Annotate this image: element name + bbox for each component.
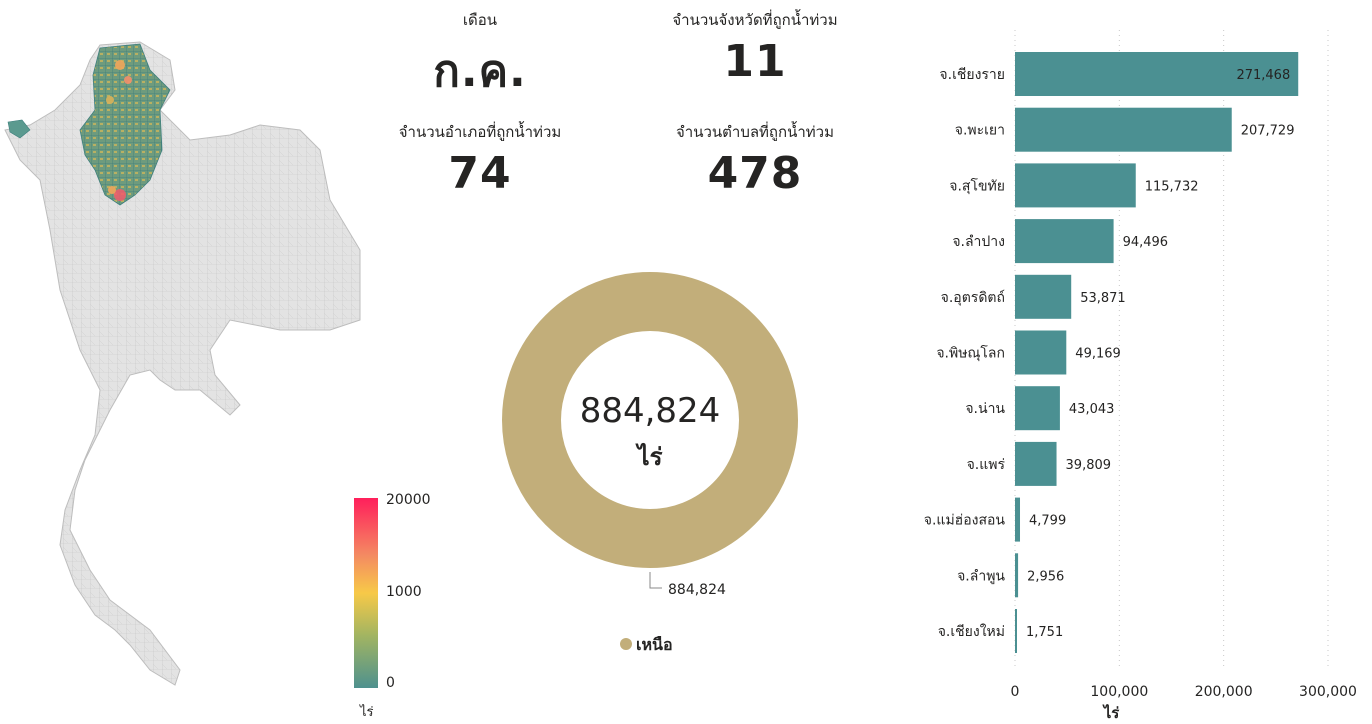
bar-value-label: 94,496 [1123,235,1169,250]
bar-value-label: 43,043 [1069,402,1115,417]
bar[interactable] [1015,52,1299,96]
kpi-provinces-value: 11 [723,36,787,87]
province-bar-chart[interactable]: จ.เชียงรายจ.พะเยาจ.สุโขทัยจ.ลำปางจ.อุตรด… [905,20,1365,720]
bar-value-label: 49,169 [1075,347,1121,362]
kpi-districts-value: 74 [448,148,512,199]
bar-x-tick: 100,000 [1090,684,1148,700]
slice-label-leader [649,572,662,589]
bar-category-label: จ.แม่ฮ่องสอน [924,513,1006,529]
donut-center-unit: ไร่ [635,442,663,471]
legend-marker-north [620,638,632,650]
bar[interactable] [1015,330,1067,375]
legend-label-north[interactable]: เหนือ [636,635,673,654]
thailand-flood-map[interactable] [0,30,370,690]
bar-category-label: จ.สุโขทัย [949,177,1005,194]
flooded-region-west [7,119,31,139]
bar-value-label: 115,732 [1145,179,1199,194]
bar-category-label: จ.เชียงใหม่ [938,623,1005,640]
bar-value-label: 2,956 [1027,569,1064,584]
kpi-month-label: เดือน [462,11,498,29]
flood-hotspot [115,60,125,70]
bar-category-label: จ.เชียงราย [939,67,1005,83]
donut-slice-label: 884,824 [668,582,726,598]
bar-x-tick: 200,000 [1195,684,1253,700]
legend-gradient-bar [354,498,378,688]
bar[interactable] [1015,274,1072,319]
bar-category-label: จ.พะเยา [955,123,1005,139]
bar[interactable] [1015,163,1136,208]
donut-center-value: 884,824 [580,391,721,431]
kpi-subdistricts-card: จำนวนตำบลที่ถูกน้ำท่วม 478 [640,120,870,199]
bar-category-label: จ.แพร่ [967,457,1006,473]
bar-x-axis-label: ไร่ [1102,703,1121,720]
bar-category-label: จ.ลำพูน [957,568,1005,584]
flood-hotspot [124,76,132,84]
bar[interactable] [1015,553,1019,598]
legend-tick-max: 20000 [386,492,431,508]
district-boundaries [5,42,360,685]
bar-value-label: 39,809 [1066,458,1112,473]
bar-value-label: 1,751 [1026,625,1063,640]
flood-hotspot [106,96,114,104]
bar[interactable] [1015,497,1021,542]
region-donut-chart[interactable]: 884,824 ไร่ 884,824 เหนือ [480,260,820,670]
kpi-subdistricts-label: จำนวนตำบลที่ถูกน้ำท่วม [676,123,834,141]
kpi-districts-card: จำนวนอำเภอที่ถูกน้ำท่วม 74 [370,120,590,199]
legend-tick-min: 0 [386,675,395,691]
bar-category-label: จ.น่าน [965,401,1005,417]
flood-hotspot [114,189,126,201]
flooded-region-north [79,43,171,206]
bar[interactable] [1015,107,1232,152]
bar[interactable] [1015,609,1017,653]
bar-value-label: 4,799 [1029,514,1066,529]
legend-tick-mid: 1000 [386,584,422,600]
bar[interactable] [1015,386,1060,431]
bar-category-label: จ.ลำปาง [952,234,1005,250]
kpi-provinces-card: จำนวนจังหวัดที่ถูกน้ำท่วม 11 [640,8,870,87]
kpi-subdistricts-value: 478 [707,148,803,199]
kpi-month-value: ก.ค. [433,46,527,97]
bar-value-label: 271,468 [1236,68,1290,83]
donut-slice[interactable] [502,272,798,568]
bar[interactable] [1015,219,1114,264]
bar[interactable] [1015,441,1057,486]
map-color-legend: 20000 1000 0 ไร่ [352,492,452,720]
bar-value-label: 53,871 [1080,291,1126,306]
bar-value-label: 207,729 [1241,124,1295,139]
kpi-month-card: เดือน ก.ค. [380,8,580,106]
kpi-provinces-label: จำนวนจังหวัดที่ถูกน้ำท่วม [672,11,838,29]
bar-x-tick: 0 [1011,684,1020,700]
legend-unit: ไร่ [360,705,374,720]
kpi-districts-label: จำนวนอำเภอที่ถูกน้ำท่วม [398,123,562,141]
bar-x-tick: 300,000 [1299,684,1357,700]
bar-category-label: จ.พิษณุโลก [936,345,1005,362]
bar-category-label: จ.อุตรดิตถ์ [941,289,1005,306]
flood-hotspot [108,186,116,194]
